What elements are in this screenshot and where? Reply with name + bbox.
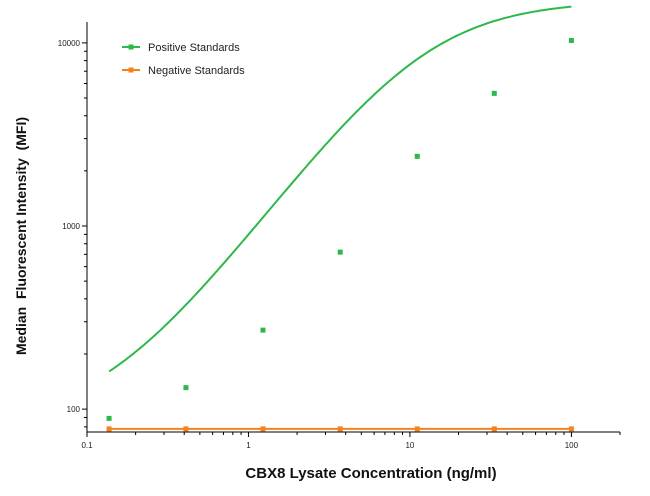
axes	[86, 22, 620, 433]
positive-point	[183, 385, 189, 391]
legend-label: Positive Standards	[148, 42, 240, 54]
positive-point	[337, 249, 343, 255]
legend: Positive Standards Negative Standards	[122, 42, 245, 77]
positive-fit-curve	[108, 5, 572, 373]
negative-point	[414, 426, 420, 432]
legend-label: Negative Standards	[148, 65, 245, 77]
positive-point	[106, 415, 112, 421]
y-axis-title: Median Fluorescent Intensity (MFI)	[13, 117, 29, 355]
legend-swatch-marker	[128, 44, 134, 50]
negative-point	[568, 426, 574, 432]
x-tick-label: 1	[246, 441, 251, 450]
y-tick-label: 1000	[62, 222, 80, 231]
negative-point	[106, 426, 112, 432]
positive-point	[260, 327, 266, 333]
x-tick-label: 10	[405, 441, 414, 450]
x-tick-label: 100	[565, 441, 579, 450]
x-tick-label: 0.1	[81, 441, 93, 450]
positive-point	[568, 38, 574, 44]
positive-point	[414, 153, 420, 159]
series-layer	[106, 5, 574, 432]
legend-swatch-marker	[128, 67, 134, 73]
y-tick-label: 100	[67, 405, 81, 414]
x-ticks: 0.1 1 10 100	[81, 432, 621, 450]
x-axis-title: CBX8 Lysate Concentration (ng/ml)	[245, 465, 496, 482]
negative-point	[183, 426, 189, 432]
positive-point	[491, 90, 497, 96]
negative-point	[491, 426, 497, 432]
y-ticks: 100 1000 10000	[58, 39, 87, 428]
negative-point	[337, 426, 343, 432]
negative-point	[260, 426, 266, 432]
y-tick-label: 10000	[58, 39, 81, 48]
